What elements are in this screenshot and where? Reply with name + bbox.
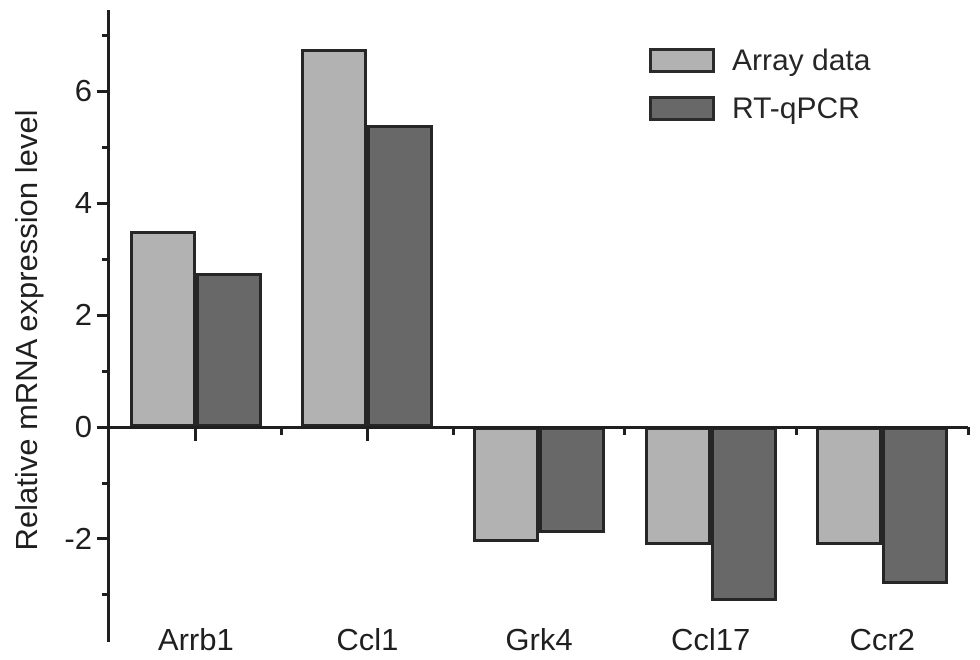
bar-array-data-ccl1 [301,49,368,428]
zero-line [107,425,968,429]
legend: Array data RT-qPCR [649,44,870,140]
x-axis-minor-tick [794,427,798,436]
bar-rt-qpcr-ccl1 [367,124,434,428]
x-axis-major-tick [194,427,198,442]
rt-qpcr-swatch [649,96,715,121]
y-axis-minor-tick [102,593,110,597]
array-data-swatch [649,48,715,73]
x-axis-minor-tick [451,427,455,436]
bar-array-data-arrb1 [129,231,196,428]
bar-array-data-ccl17 [644,427,711,545]
y-axis-major-tick [97,425,110,429]
y-axis-line [107,10,110,642]
x-axis-minor-tick [623,427,627,436]
y-tick-label-6: 6 [74,73,92,109]
y-axis-major-tick [97,89,110,93]
x-axis-minor-tick [280,427,284,436]
y-axis-minor-tick [102,481,110,485]
y-tick-label-0: 0 [74,409,92,445]
y-axis-minor-tick [102,257,110,261]
x-category-label-arrb1: Arrb1 [157,622,234,657]
y-tick-label-2: 2 [74,297,92,333]
bar-array-data-ccr2 [816,427,883,545]
x-category-label-ccr2: Ccr2 [849,622,915,657]
x-category-label-grk4: Grk4 [505,622,573,657]
y-axis-major-tick [97,313,110,317]
x-category-label-ccl17: Ccl17 [670,622,751,657]
rt-qpcr-label: RT-qPCR [732,92,860,125]
bar-array-data-grk4 [473,427,539,542]
x-axis-minor-tick [966,427,970,436]
y-tick-label-4: 4 [74,185,92,221]
bar-rt-qpcr-ccl17 [710,427,777,601]
x-axis-major-tick [365,427,369,442]
legend-item-array-data: Array data [649,44,870,77]
bar-rt-qpcr-grk4 [539,427,605,534]
bar-rt-qpcr-ccr2 [882,427,949,584]
y-axis-major-tick [97,201,110,205]
bar-rt-qpcr-arrb1 [195,273,262,428]
y-axis-minor-tick [102,145,110,149]
y-axis-minor-tick [102,369,110,373]
y-tick-label--2: -2 [64,520,92,556]
x-category-label-ccl1: Ccl1 [336,622,399,657]
y-axis-major-tick [97,537,110,541]
array-data-label: Array data [732,44,871,77]
y-axis-minor-tick [102,33,110,37]
legend-item-rt-qpcr: RT-qPCR [649,92,870,125]
